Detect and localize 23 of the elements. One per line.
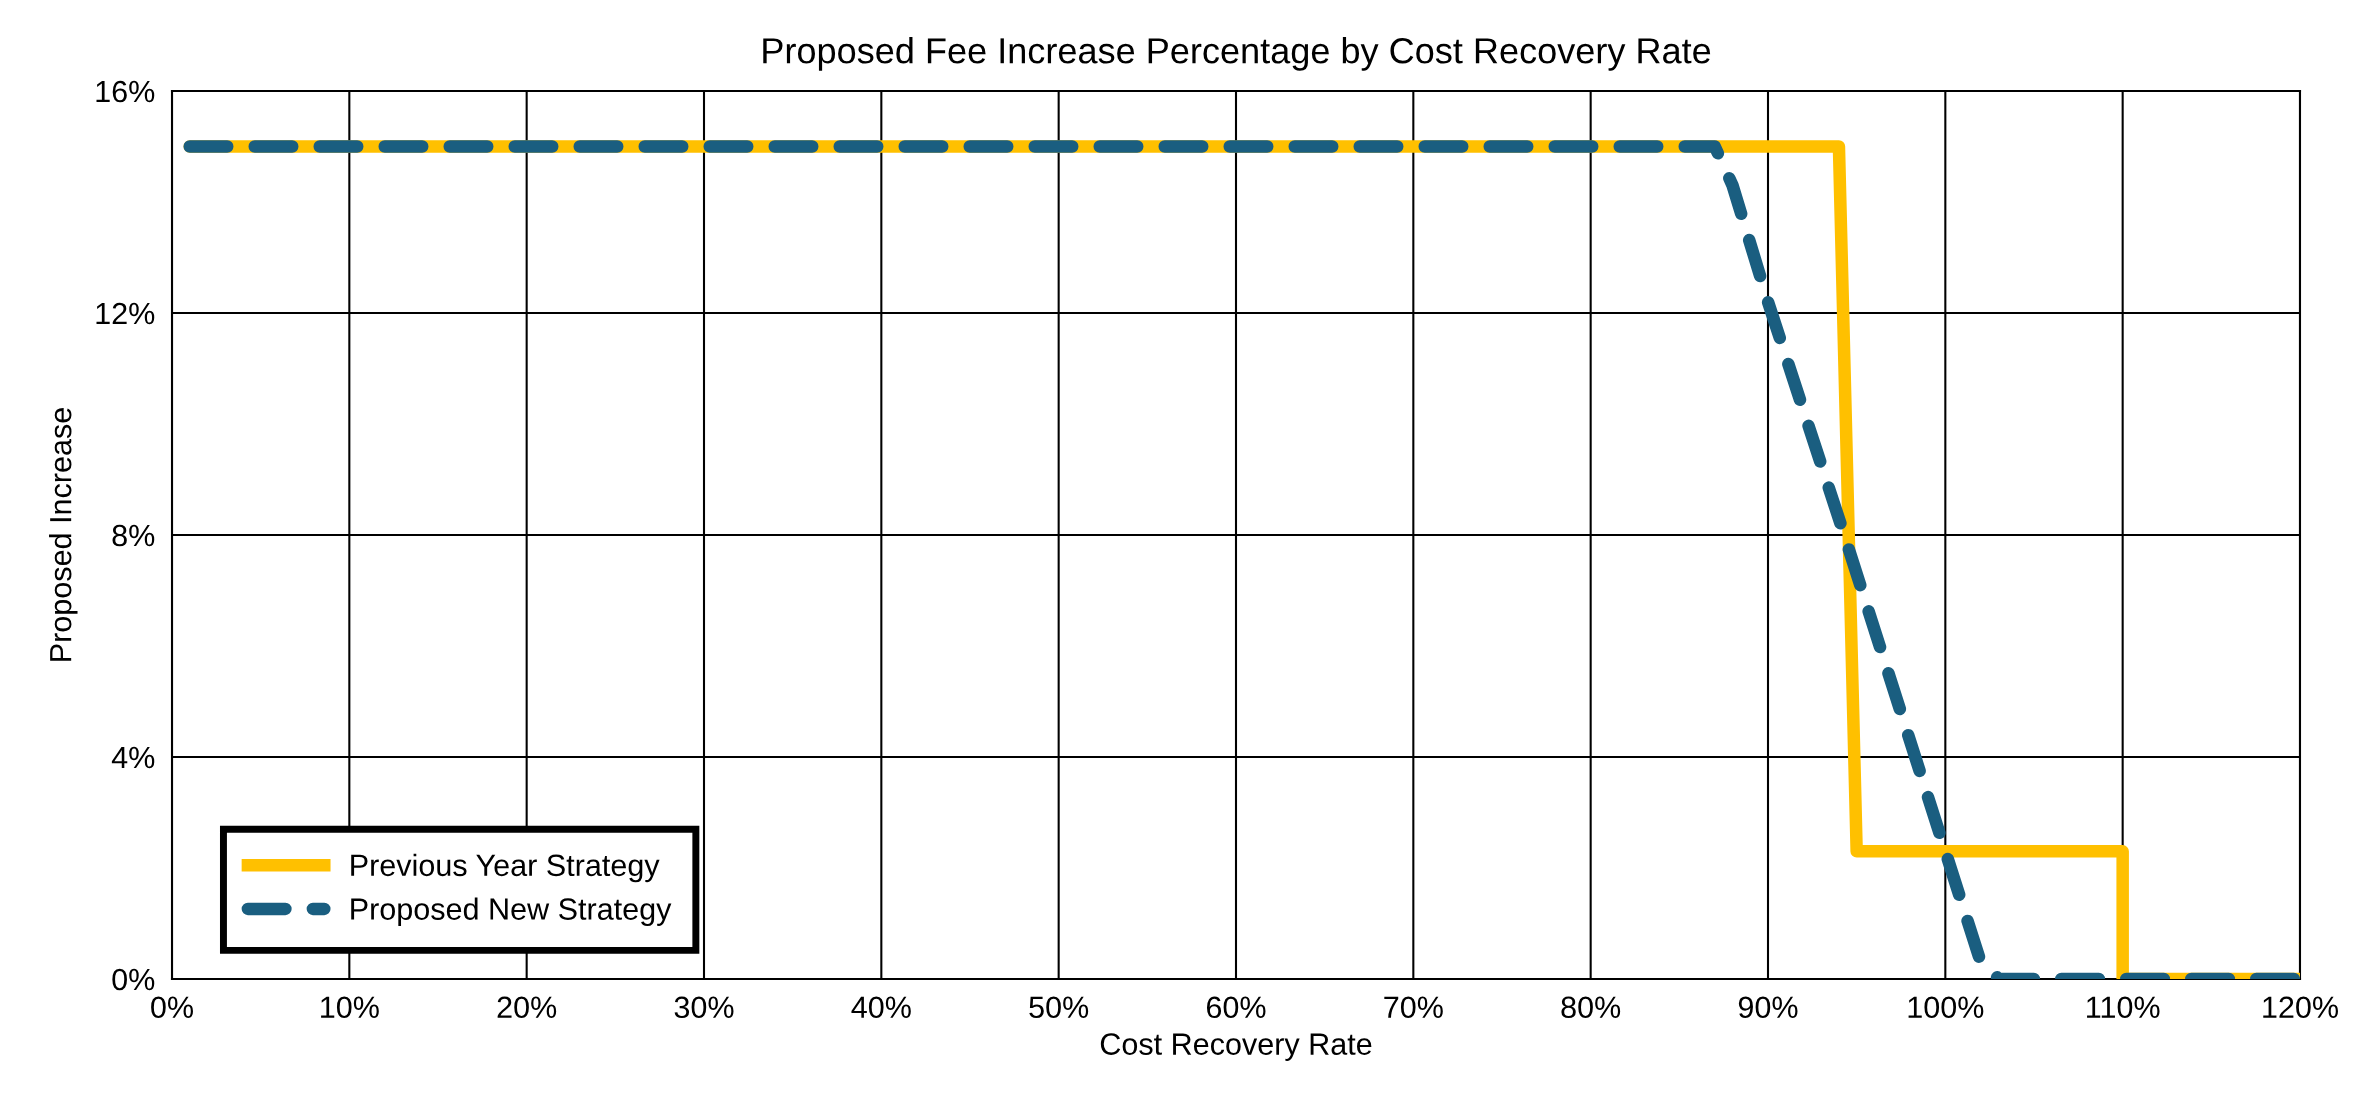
x-tick-label: 20% <box>497 996 557 1019</box>
x-tick-label: 40% <box>851 996 911 1019</box>
x-tick-label: 90% <box>1738 996 1798 1019</box>
x-tick-label: 50% <box>1029 996 1089 1019</box>
y-tick-label: 0% <box>112 968 155 991</box>
x-tick-label: 0% <box>151 996 193 1019</box>
legend-label: Proposed New Strategy <box>351 897 672 926</box>
y-tick-label: 12% <box>96 302 155 325</box>
chart-title: Proposed Fee Increase Percentage by Cost Recovery Rate <box>763 37 1711 71</box>
x-tick-label: 110% <box>2087 996 2160 1019</box>
x-tick-label: 70% <box>1384 996 1443 1019</box>
x-tick-label: 120% <box>2263 996 2338 1019</box>
y-tick-label: 8% <box>112 524 155 547</box>
x-tick-label: 80% <box>1561 996 1621 1019</box>
x-axis-title: Cost Recovery Rate <box>1100 1033 1372 1061</box>
y-tick-label: 16% <box>96 80 155 103</box>
y-tick-label: 4% <box>111 746 155 769</box>
x-tick-label: 60% <box>1206 996 1266 1019</box>
x-tick-label: 30% <box>674 996 734 1019</box>
x-tick-label: 100% <box>1908 996 1984 1019</box>
y-axis-title: Proposed Increase <box>49 408 78 661</box>
x-tick-label: 10% <box>321 996 379 1019</box>
legend-label: Previous Year Strategy <box>351 853 660 883</box>
